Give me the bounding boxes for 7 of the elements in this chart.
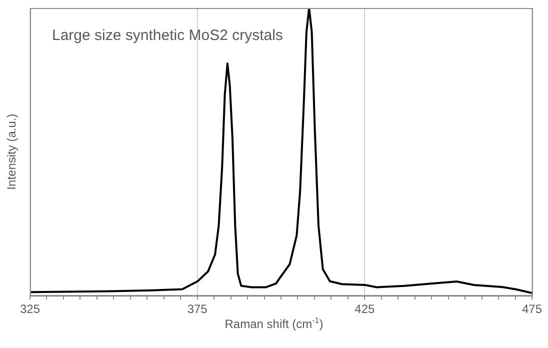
x-tick-label: 475 <box>522 302 542 316</box>
x-tick-label: 375 <box>187 302 208 316</box>
x-axis-title: Raman shift (cm$^{-1}$) <box>224 316 324 331</box>
text: Large size synthetic MoS2 crystals <box>52 26 283 46</box>
x-tick-label: 325 <box>20 302 40 316</box>
x-tick-label: 425 <box>354 302 375 316</box>
y-axis-title: Intensity (a.u.) <box>4 114 18 190</box>
